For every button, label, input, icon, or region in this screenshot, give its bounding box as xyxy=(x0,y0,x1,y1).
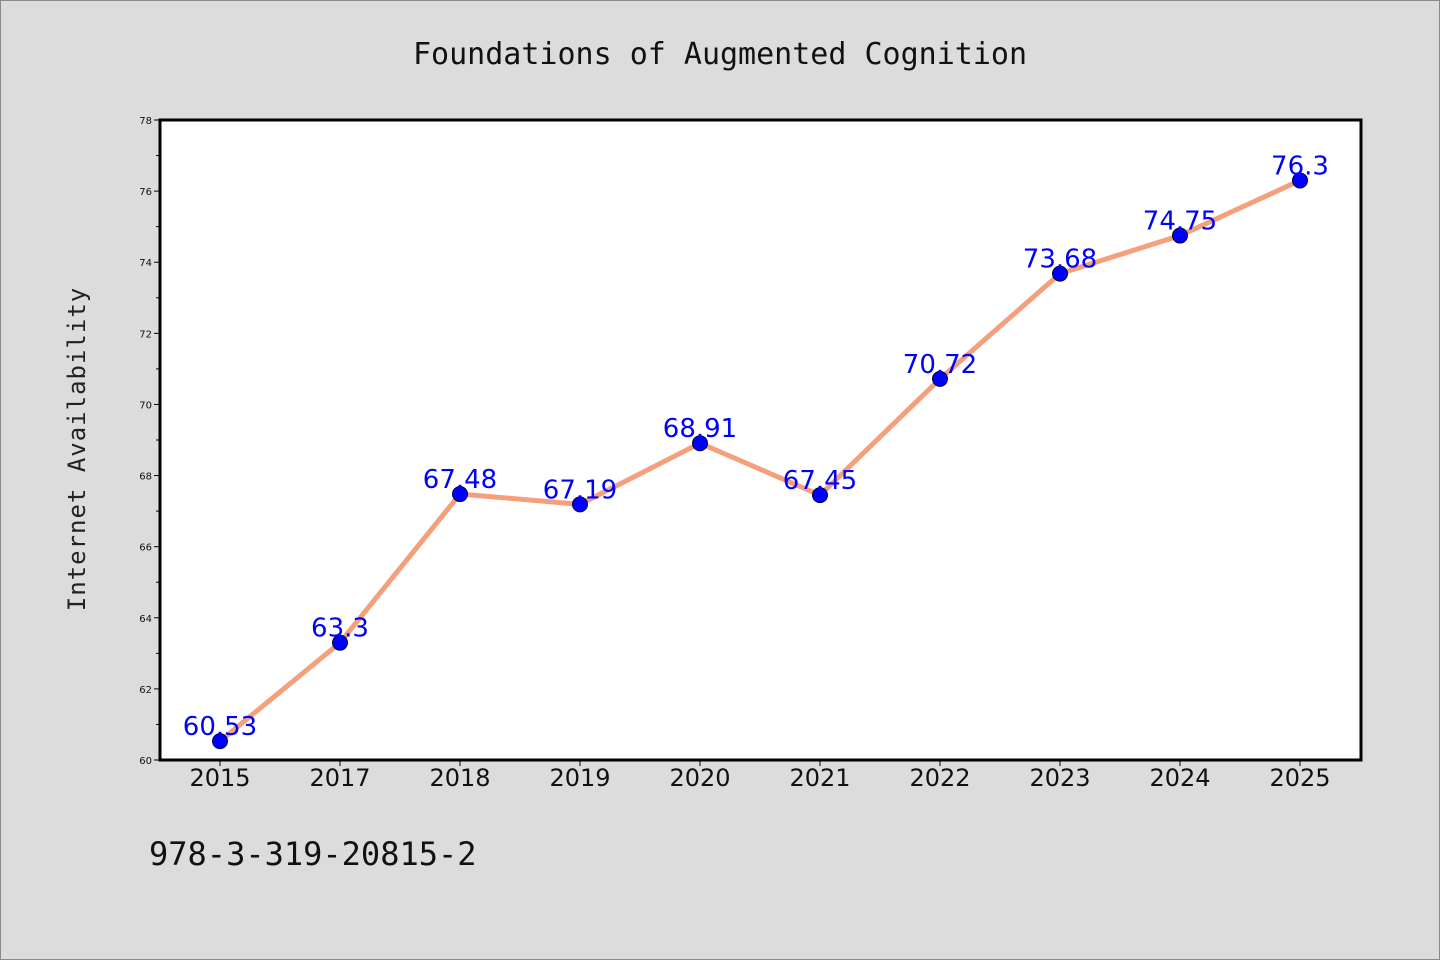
y-tick-label: 62 xyxy=(139,685,152,696)
data-label: 67.19 xyxy=(543,475,617,505)
series-markers xyxy=(212,172,1308,750)
y-tick-label: 66 xyxy=(139,543,152,554)
data-label: 73.68 xyxy=(1023,245,1097,275)
data-point xyxy=(452,486,468,503)
x-tick-label: 2018 xyxy=(429,764,490,792)
isbn-footnote: 978-3-319-20815-2 xyxy=(149,835,477,873)
y-tick-label: 64 xyxy=(139,614,152,625)
data-point xyxy=(1292,172,1308,189)
data-point xyxy=(692,435,708,452)
x-tick-label: 2024 xyxy=(1149,764,1210,792)
plot-area xyxy=(158,118,1363,762)
y-tick-label: 78 xyxy=(139,116,152,127)
data-point xyxy=(212,733,228,750)
data-point xyxy=(812,487,828,504)
data-label: 60.53 xyxy=(183,712,257,742)
data-label: 70.72 xyxy=(903,350,977,380)
data-label: 76.3 xyxy=(1271,151,1329,181)
x-tick-label: 2022 xyxy=(909,764,970,792)
y-axis: 60 62 64 66 68 70 72 74 76 78 xyxy=(139,116,160,767)
y-tick-label: 72 xyxy=(139,329,152,340)
x-tick-label: 2015 xyxy=(189,764,250,792)
y-axis-label: Internet Availability xyxy=(63,287,91,611)
data-label: 67.45 xyxy=(783,466,857,496)
data-label: 63.3 xyxy=(311,614,369,644)
data-point xyxy=(1052,265,1068,282)
series-line xyxy=(217,177,1303,744)
x-tick-label: 2017 xyxy=(309,764,370,792)
y-tick-label: 76 xyxy=(139,187,152,198)
data-point xyxy=(932,370,948,387)
x-axis: 2015 2017 2018 2019 2020 2021 2022 2023 2024 2025 xyxy=(189,760,1331,792)
y-tick-label: 68 xyxy=(139,472,152,483)
data-point xyxy=(572,496,588,513)
data-label: 74.75 xyxy=(1143,207,1217,237)
chart-title: Foundations of Augmented Cognition xyxy=(413,37,1027,72)
data-label: 67.48 xyxy=(423,465,497,495)
data-point xyxy=(332,634,348,651)
series-line-path xyxy=(217,177,1303,744)
x-tick-label: 2025 xyxy=(1269,764,1330,792)
x-tick-label: 2019 xyxy=(549,764,610,792)
y-tick-label: 70 xyxy=(139,400,152,411)
y-tick-label: 74 xyxy=(139,258,152,269)
y-tick-label: 60 xyxy=(139,756,152,767)
x-tick-label: 2020 xyxy=(669,764,730,792)
x-tick-label: 2021 xyxy=(789,764,850,792)
data-point xyxy=(1172,227,1188,244)
data-label: 68.91 xyxy=(663,414,737,444)
x-tick-label: 2023 xyxy=(1029,764,1090,792)
data-labels: 60.53 63.3 67.48 67.19 68.91 67.45 70.72 73.68 7… xyxy=(183,151,1329,742)
